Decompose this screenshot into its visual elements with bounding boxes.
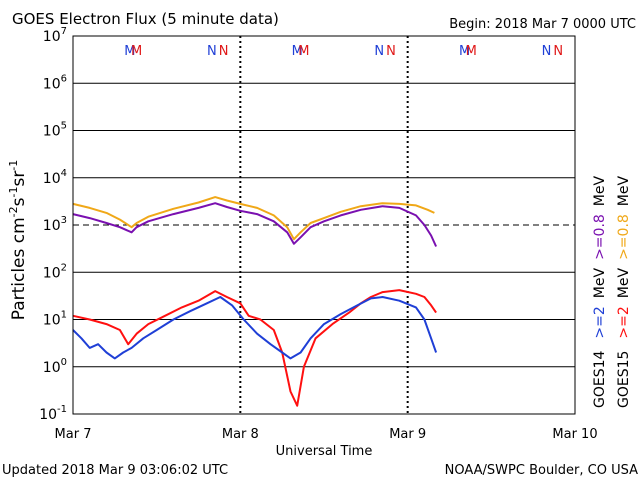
grid-layer (73, 35, 575, 415)
y-axis-label-part-s: s (9, 197, 29, 206)
svg-text:GOES14>=2MeV>=0.8MeV: GOES14 >=2 MeV >=0.8 MeV (592, 175, 608, 408)
orbit-marker-7: N (386, 44, 396, 59)
orbit-marker-1: M (131, 44, 142, 59)
y-tick-base: 10 (43, 76, 61, 92)
legend-goes14-2mev: >=2 (592, 306, 608, 338)
updated-timestamp: Updated 2018 Mar 9 03:06:02 UTC (2, 463, 228, 478)
orbit-markers: MM N N MM N N MM N N (124, 44, 563, 59)
begin-time-label: Begin: 2018 Mar 7 0000 UTC (449, 17, 636, 32)
orbit-marker-11: N (553, 44, 563, 59)
x-tick-label-0: Mar 7 (55, 427, 92, 442)
chart-title: GOES Electron Flux (5 minute data) (12, 10, 279, 28)
legend-goes14-unit1: MeV (592, 268, 608, 299)
y-tick-label-6: 101 (43, 310, 67, 329)
svg-text:Particles cm-2s-1sr-1: Particles cm-2s-1sr-1 (7, 160, 29, 321)
legend-goes15: GOES15 >=2 MeV >=0.8 MeV (616, 175, 632, 408)
y-tick-exp: 0 (61, 357, 67, 368)
y-tick-label-0: 107 (43, 26, 67, 45)
legend-goes15-name: GOES15 (616, 351, 632, 408)
orbit-marker-10: N (542, 44, 552, 59)
y-tick-base: 10 (43, 29, 61, 45)
x-axis-label: Universal Time (276, 444, 373, 459)
y-axis-label-exp-1: -2 (7, 206, 20, 217)
legend-goes15-2mev: >=2 (616, 306, 632, 338)
y-axis-label: Particles cm-2s-1sr-1 (7, 160, 29, 321)
y-tick-exp: 4 (61, 168, 67, 179)
legend-goes15-unit1: MeV (616, 268, 632, 299)
y-tick-base: 10 (39, 407, 57, 423)
svg-text:GOES15>=2MeV>=0.8MeV: GOES15 >=2 MeV >=0.8 MeV (616, 175, 632, 408)
y-axis-label-exp-3: -1 (7, 160, 20, 171)
series-goes15_2mev (72, 289, 437, 407)
legend-goes15-08mev: >=0.8 (616, 214, 632, 260)
y-tick-exp: 3 (61, 215, 67, 226)
orbit-marker-8: M (459, 44, 470, 59)
orbit-marker-3: N (219, 44, 229, 59)
day-separators (239, 36, 409, 414)
y-tick-label-7: 100 (43, 357, 67, 376)
y-tick-label-8: 10-1 (39, 404, 67, 423)
x-tick-label-2: Mar 9 (389, 427, 426, 442)
orbit-marker-4: M (292, 44, 303, 59)
series-goes15_08mev (72, 196, 435, 241)
series-layer (72, 196, 438, 407)
x-tick-label-1: Mar 8 (222, 427, 259, 442)
y-tick-exp: 6 (61, 73, 67, 84)
y-tick-base: 10 (43, 360, 61, 376)
orbit-marker-2: N (207, 44, 217, 59)
y-tick-label-5: 102 (43, 262, 67, 281)
y-axis-label-part-sr: sr (9, 171, 29, 187)
orbit-marker-5: M (298, 44, 309, 59)
y-tick-label-2: 105 (43, 121, 67, 140)
y-tick-label-1: 106 (43, 73, 67, 92)
y-tick-base: 10 (43, 265, 61, 281)
y-tick-exp: 2 (61, 262, 67, 273)
y-tick-exp: 5 (61, 121, 67, 132)
credit-label: NOAA/SWPC Boulder, CO USA (445, 463, 638, 478)
y-tick-exp: 7 (61, 26, 67, 37)
x-tick-label-3: Mar 10 (552, 427, 597, 442)
series-goes14_08mev (72, 202, 438, 247)
orbit-marker-9: M (466, 44, 477, 59)
legend-goes14: GOES14 >=2 MeV >=0.8 MeV (592, 175, 608, 408)
y-tick-exp: 1 (61, 310, 67, 321)
y-tick-base: 10 (43, 171, 61, 187)
y-tick-exp: -1 (57, 404, 67, 415)
plot-frame (72, 35, 576, 415)
y-tick-base: 10 (43, 124, 61, 140)
legend-goes14-unit2: MeV (592, 175, 608, 206)
orbit-marker-0: M (124, 44, 135, 59)
legend-goes14-name: GOES14 (592, 350, 608, 408)
legend-goes14-08mev: >=0.8 (592, 214, 608, 260)
y-tick-base: 10 (43, 313, 61, 329)
x-axis-tick-labels: Mar 7 Mar 8 Mar 9 Mar 10 (55, 427, 598, 442)
legend-goes15-unit2: MeV (616, 175, 632, 206)
y-tick-label-4: 103 (43, 215, 67, 234)
y-tick-label-3: 104 (43, 168, 67, 187)
y-tick-base: 10 (43, 218, 61, 234)
series-goes14_2mev (72, 296, 438, 360)
orbit-marker-6: N (374, 44, 384, 59)
y-axis-label-part-particles: Particles cm (9, 217, 29, 320)
y-axis-label-exp-2: -1 (7, 187, 20, 198)
